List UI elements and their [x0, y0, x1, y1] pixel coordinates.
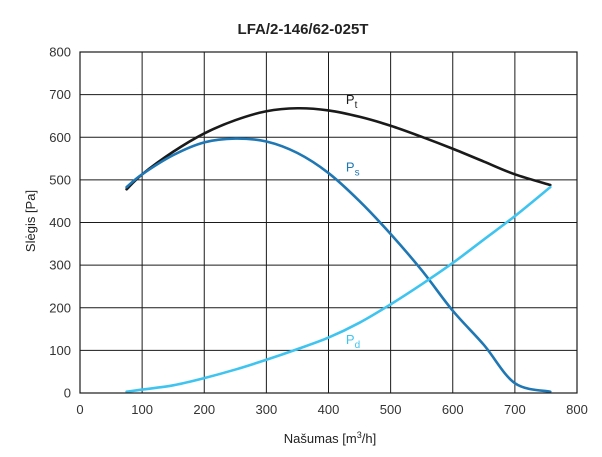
series-line-pt — [125, 106, 552, 191]
y-tick-label: 800 — [49, 45, 71, 60]
x-tick-label: 400 — [318, 402, 340, 417]
y-axis-label: Slėgis [Pa] — [23, 190, 38, 252]
y-tick-label: 200 — [49, 300, 71, 315]
series-label-ps: Ps — [346, 159, 360, 178]
x-tick-labels: 0 100 200 300 400 500 600 700 800 — [76, 402, 587, 417]
y-tick-label: 0 — [64, 386, 71, 401]
grid-lines — [79, 51, 578, 394]
plot-frame — [79, 51, 578, 394]
y-tick-label: 100 — [49, 343, 71, 358]
x-tick-label: 600 — [442, 402, 464, 417]
y-tick-label: 700 — [49, 87, 71, 102]
chart-title: LFA/2-146/62-025T — [238, 21, 369, 38]
y-tick-label: 600 — [49, 130, 71, 145]
x-tick-label: 800 — [566, 402, 588, 417]
y-tick-label: 400 — [49, 215, 71, 230]
x-tick-label: 300 — [256, 402, 278, 417]
series-lines — [125, 106, 552, 394]
x-tick-label: 100 — [131, 402, 153, 417]
series-line-ps — [125, 137, 552, 394]
x-tick-label: 700 — [504, 402, 526, 417]
x-axis-label: Našumas [m3/h] — [284, 430, 376, 446]
series-label-pd: Pd — [346, 332, 360, 351]
x-tick-label: 200 — [193, 402, 215, 417]
y-tick-label: 500 — [49, 172, 71, 187]
x-tick-label: 0 — [76, 402, 83, 417]
series-line-pd — [125, 185, 552, 394]
x-tick-label: 500 — [380, 402, 402, 417]
y-tick-label: 300 — [49, 258, 71, 273]
series-label-pt: Pt — [346, 92, 358, 111]
y-tick-labels: 0 100 200 300 400 500 600 700 800 — [49, 45, 71, 401]
series-labels: Pt Ps Pd — [346, 92, 360, 351]
